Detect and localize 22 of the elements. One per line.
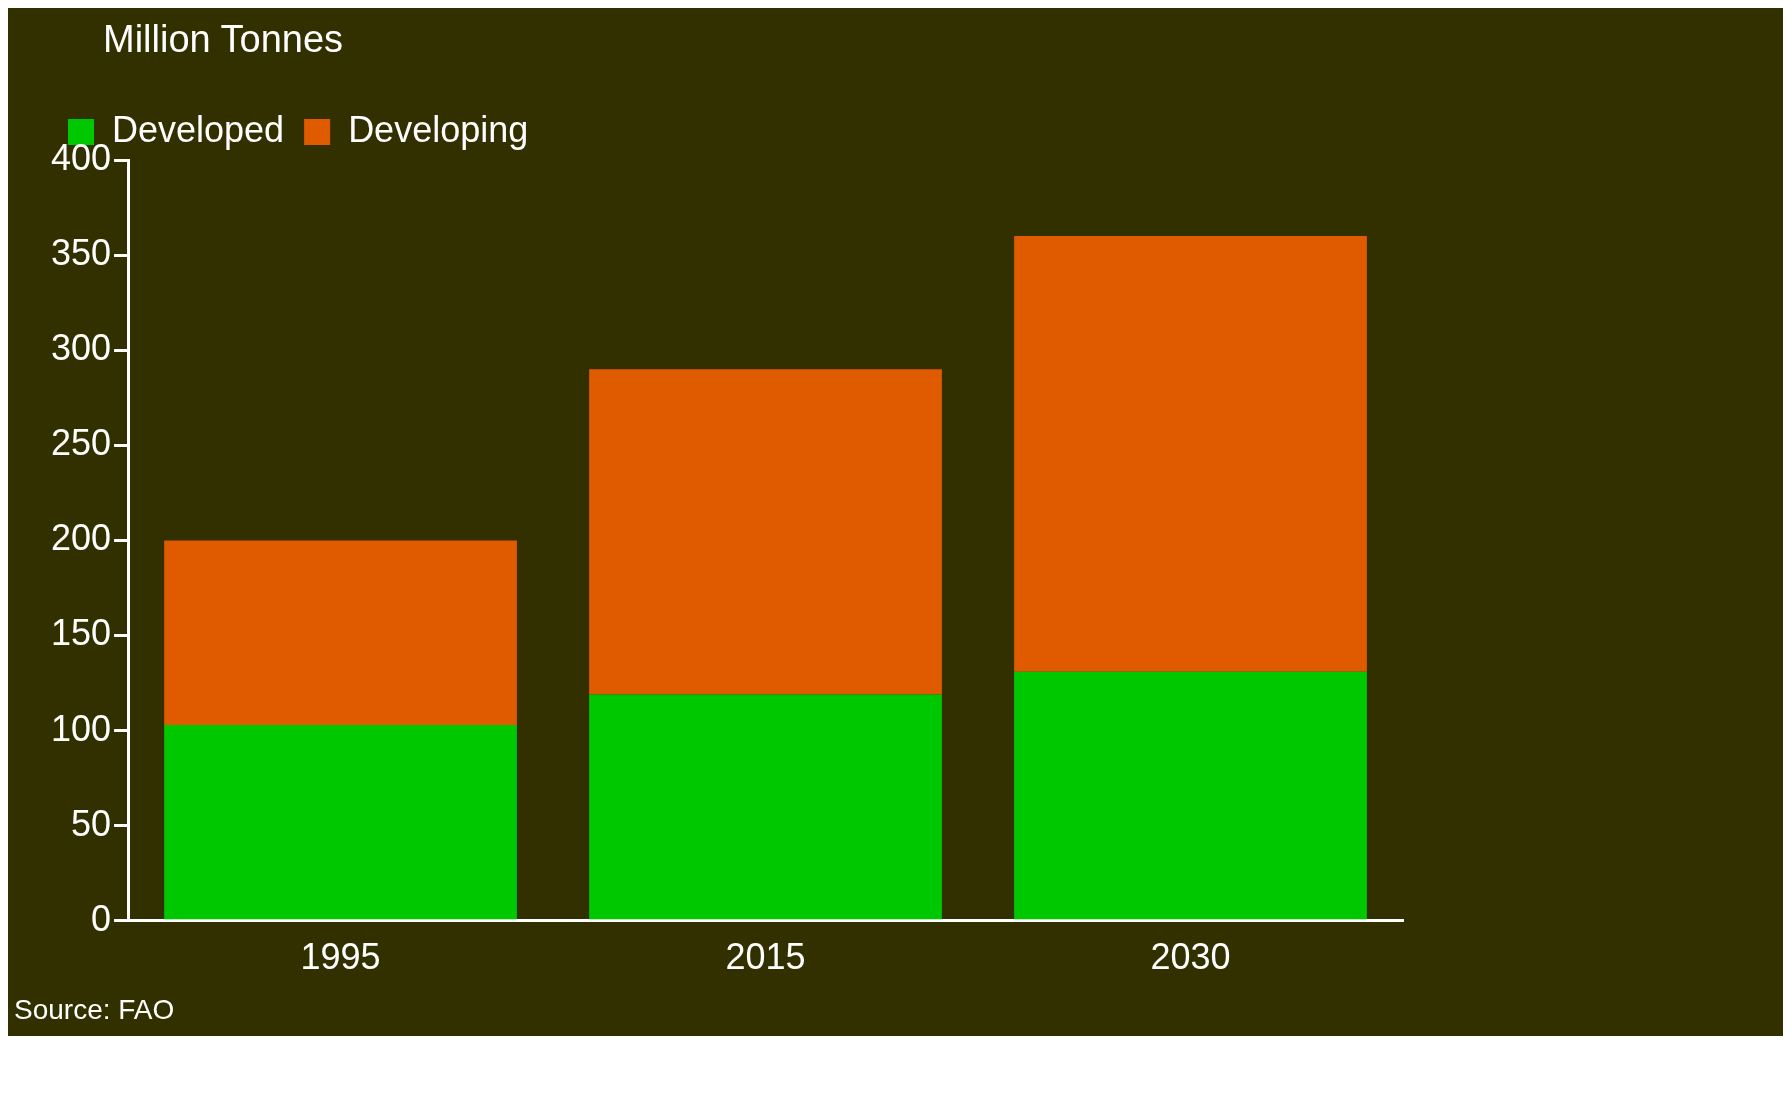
y-tick-label: 400	[50, 136, 112, 178]
source-note: Source: FAO	[14, 994, 176, 1026]
x-tick-label: 2015	[725, 936, 806, 978]
bar	[589, 369, 942, 695]
y-tick-label: 300	[50, 327, 112, 369]
y-tick-label: 350	[50, 232, 112, 274]
bar	[1014, 236, 1367, 672]
x-tick-label: 1995	[300, 936, 381, 978]
x-tick-label: 2030	[1150, 936, 1231, 978]
y-tick-label: 250	[50, 422, 112, 464]
y-axis-title: Million Tonnes	[103, 18, 345, 62]
bar	[589, 694, 942, 920]
bar	[1014, 671, 1367, 920]
bar	[164, 540, 517, 725]
legend-label: Developed	[112, 108, 285, 150]
legend-label: Developing	[348, 108, 529, 150]
y-tick-label: 100	[50, 707, 112, 749]
y-tick-label: 150	[50, 612, 112, 654]
y-tick-label: 0	[91, 897, 112, 939]
bar	[164, 724, 517, 920]
y-tick-label: 200	[50, 517, 112, 559]
y-tick-label: 50	[71, 802, 112, 844]
